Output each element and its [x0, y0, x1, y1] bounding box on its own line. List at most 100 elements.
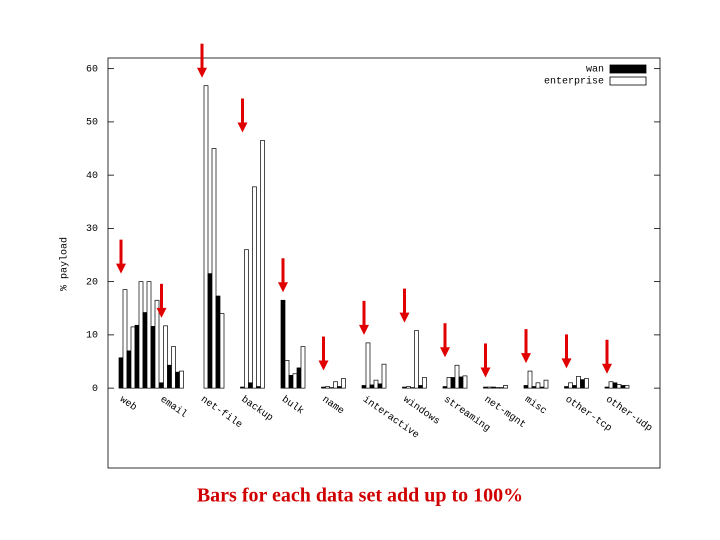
bar [499, 387, 504, 389]
bar [377, 383, 383, 389]
x-tick-label: name [320, 395, 346, 418]
bar [568, 382, 573, 389]
bar [207, 273, 213, 389]
arrow-head [318, 360, 329, 371]
bar [163, 325, 168, 389]
bar [284, 360, 290, 389]
bar [122, 289, 128, 389]
arrow-head [561, 358, 572, 369]
bar [150, 326, 156, 389]
bar [126, 350, 132, 389]
bar [260, 140, 265, 389]
bar [292, 373, 298, 389]
legend-swatch [609, 64, 647, 74]
bar [576, 376, 581, 389]
arrow-head [602, 363, 612, 374]
bar [256, 386, 261, 389]
bar [154, 299, 160, 389]
bar [296, 367, 302, 389]
y-tick-label: 60 [86, 64, 98, 75]
bar [462, 375, 468, 389]
y-tick-label: 40 [86, 171, 98, 182]
arrow-head [278, 282, 288, 293]
bar [329, 387, 334, 389]
bar [620, 385, 626, 389]
bar [300, 346, 306, 389]
bar [325, 386, 330, 389]
arrow-head [440, 347, 450, 358]
arrow-head [237, 122, 248, 133]
bar [381, 363, 387, 389]
bar [167, 364, 172, 389]
bar [252, 186, 257, 389]
x-tick-label: backup [239, 394, 275, 424]
bar [539, 386, 545, 389]
bar [244, 249, 249, 389]
bar [130, 326, 136, 389]
bar [219, 313, 225, 389]
arrow-head [359, 324, 369, 335]
bar [487, 386, 492, 389]
y-tick-label: 30 [86, 224, 98, 235]
x-tick-label: net-file [198, 394, 244, 431]
x-tick-label: misc [522, 394, 549, 418]
bar [402, 386, 407, 389]
y-tick-label: 0 [92, 384, 98, 395]
legend-label: wan [586, 65, 604, 76]
bar [616, 384, 622, 389]
x-tick-label: web [117, 394, 139, 414]
bar [211, 148, 217, 389]
bar [446, 377, 452, 389]
bar [138, 281, 144, 389]
bar [523, 385, 529, 389]
bar [248, 382, 253, 389]
bar [450, 377, 456, 389]
bar [179, 370, 184, 389]
bar [422, 377, 427, 389]
legend-swatch [609, 76, 647, 86]
bar [584, 378, 589, 389]
bar [175, 371, 180, 389]
y-tick-label: 10 [86, 331, 98, 342]
bar [373, 379, 379, 389]
x-tick-label: bulk [279, 394, 306, 418]
bar [454, 364, 460, 389]
bar [580, 379, 585, 389]
bar [280, 299, 286, 389]
bar [531, 386, 537, 389]
bar [410, 387, 415, 389]
bar [215, 295, 221, 389]
bar [288, 375, 294, 389]
bar [369, 384, 375, 389]
bar [414, 330, 419, 389]
bar [608, 381, 614, 389]
bar [442, 386, 448, 389]
bar [134, 324, 140, 389]
bar [624, 385, 630, 389]
bar [491, 386, 496, 389]
bar [118, 357, 124, 389]
y-tick-label: 50 [86, 118, 98, 129]
bar [365, 342, 371, 389]
bar [333, 381, 338, 389]
bar [572, 385, 577, 389]
y-tick-label: 20 [86, 277, 98, 288]
bar [146, 281, 152, 389]
bar [418, 385, 423, 389]
arrow-head [156, 307, 167, 318]
bar [503, 385, 508, 389]
bar [321, 386, 326, 389]
arrow-head [399, 312, 410, 323]
bar [604, 386, 610, 389]
bar [337, 386, 342, 389]
x-tick-label: email [158, 394, 189, 421]
plot-frame [107, 57, 661, 469]
bar [483, 386, 488, 389]
legend-label: enterprise [544, 76, 604, 88]
bar [535, 382, 541, 389]
arrow-head [521, 353, 531, 364]
bar [240, 386, 245, 389]
bar [142, 312, 148, 389]
arrow-head [197, 67, 207, 78]
